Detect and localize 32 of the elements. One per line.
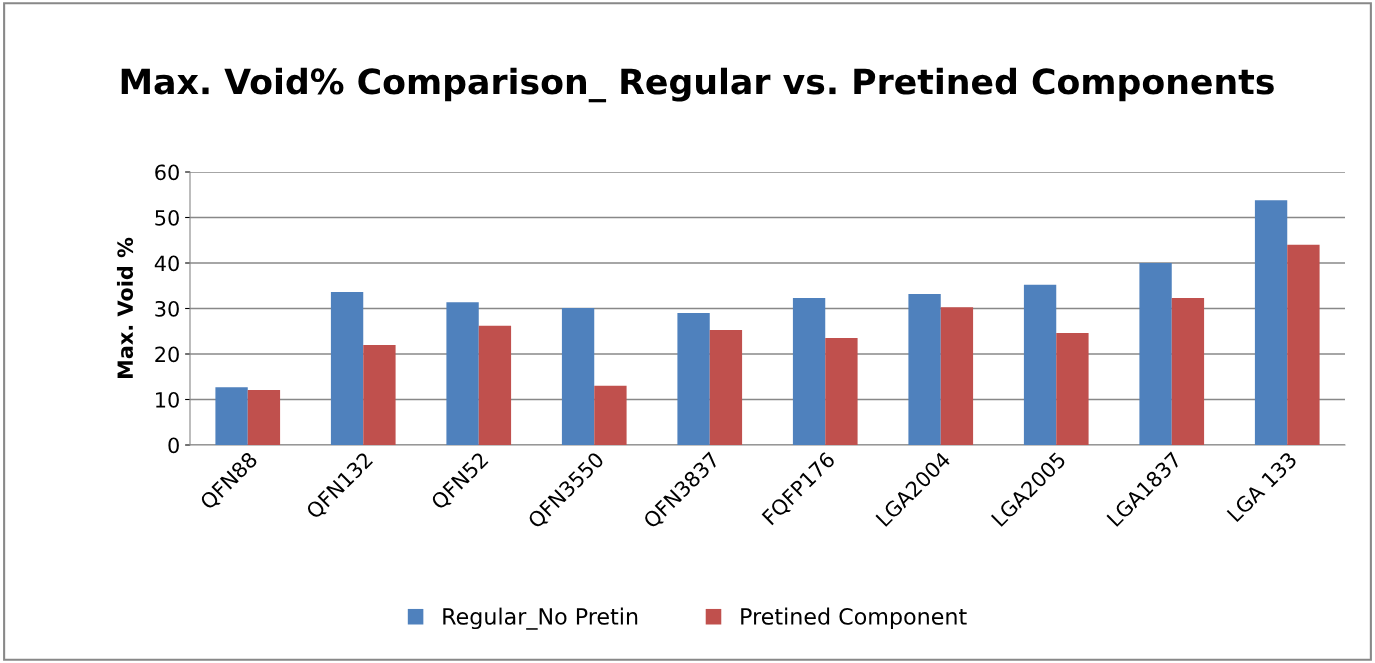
bar [478, 325, 512, 445]
bar [330, 292, 364, 445]
legend-label: Pretined Component [741, 607, 967, 630]
legend-label: Regular_No Pretin [443, 607, 638, 630]
bar [247, 389, 281, 445]
bar [677, 313, 710, 445]
bar [561, 308, 595, 445]
bar [940, 307, 974, 445]
bar [908, 293, 941, 445]
bar [825, 338, 858, 445]
y-tick-label: 60 [155, 164, 179, 181]
y-tick-label: 0 [168, 437, 179, 454]
y-tick-label: 30 [155, 300, 179, 317]
bar [215, 387, 248, 445]
y-axis-title: Max. Void % [116, 237, 134, 379]
bar [792, 298, 826, 445]
chart-title: Max. Void% Comparison_ Regular vs. Pretined Components [121, 67, 1274, 103]
y-tick-label: 10 [156, 391, 179, 408]
bar [1287, 244, 1320, 445]
bar [1023, 284, 1057, 445]
bar [709, 329, 743, 445]
x-tick-label: LGA 133 [1226, 451, 1298, 523]
bar [594, 385, 627, 445]
bar [1254, 200, 1288, 445]
bar [363, 344, 396, 445]
bar [446, 302, 479, 445]
y-tick-label: 20 [155, 346, 179, 363]
bar [1139, 263, 1172, 445]
y-tick-label: 40 [154, 255, 179, 272]
bar [1056, 333, 1089, 445]
bar [1171, 298, 1205, 445]
y-tick-label: 50 [155, 209, 179, 226]
